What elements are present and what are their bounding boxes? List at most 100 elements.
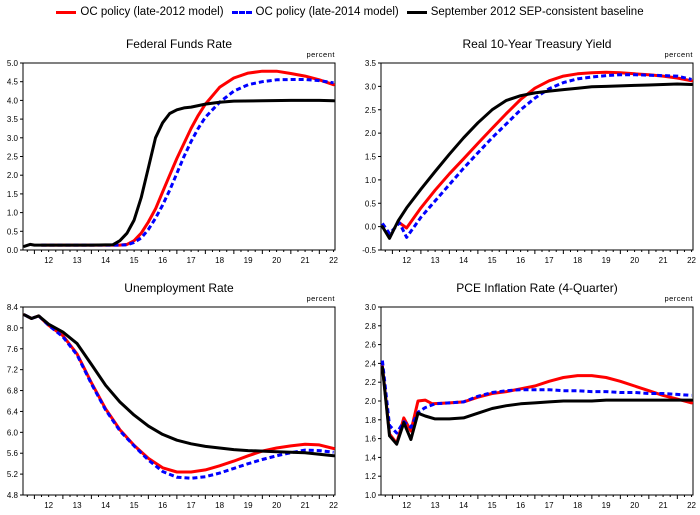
x-tick-label: 12: [402, 501, 411, 510]
y-tick-label: 0.0: [365, 223, 377, 232]
series-line-oc-2014: [380, 360, 692, 435]
x-tick-label: 15: [130, 501, 139, 510]
x-tick-label: 16: [516, 501, 525, 510]
x-tick-label: 21: [659, 256, 668, 265]
x-tick-label: 19: [602, 256, 611, 265]
y-tick-label: 6.8: [7, 387, 19, 396]
y-tick-label: 3.5: [365, 59, 377, 68]
chart-legend: OC policy (late-2012 model) OC policy (l…: [0, 4, 700, 20]
y-tick-label: 0.5: [365, 199, 377, 208]
y-tick-label: 2.6: [365, 341, 377, 350]
x-tick-label: 18: [215, 256, 224, 265]
y-tick-label: 4.5: [7, 78, 19, 87]
legend-label: September 2012 SEP-consistent baseline: [430, 6, 644, 18]
x-tick-label: 21: [659, 501, 668, 510]
x-tick-label: 16: [516, 256, 525, 265]
x-tick-label: 15: [488, 501, 497, 510]
x-tick-label: 20: [272, 501, 281, 510]
legend-item-oc-2014: OC policy (late-2014 model): [231, 6, 399, 18]
y-tick-label: 5.2: [7, 470, 19, 479]
plot-frame: [380, 62, 694, 251]
x-tick-label: 17: [545, 501, 554, 510]
x-tick-label: 17: [187, 501, 196, 510]
series-line-oc-2014: [381, 73, 692, 239]
y-tick-label: 2.0: [365, 397, 377, 406]
y-tick-label: 3.0: [7, 134, 19, 143]
y-tick-label: 1.0: [365, 176, 377, 185]
series-line-baseline: [22, 98, 336, 248]
x-tick-label: 13: [431, 256, 440, 265]
y-tick-label: 5.6: [7, 449, 19, 458]
x-tick-label: 16: [158, 501, 167, 510]
chart-real-10yr-treasury-yield: Real 10-Year Treasury Yield percent -0.5 0.…: [362, 37, 696, 265]
x-tick-label: 13: [431, 501, 440, 510]
chart-federal-funds-rate: Federal Funds Rate percent 0.0 0.5 1.0 1.5 2.0…: [7, 37, 339, 265]
y-tick-label: 0.5: [7, 227, 19, 236]
x-tick-label: 17: [187, 256, 196, 265]
y-tick-label: 2.4: [365, 359, 377, 368]
x-tick-label: 14: [101, 256, 110, 265]
y-tick-label: 8.0: [7, 324, 19, 333]
y-tick-label: 4.8: [7, 491, 19, 500]
y-tick-label: 1.4: [365, 453, 377, 462]
legend-swatch-black: [406, 10, 427, 14]
x-tick-label: 19: [244, 256, 253, 265]
y-tick-label: 7.2: [7, 366, 19, 375]
legend-label: OC policy (late-2012 model): [80, 6, 224, 18]
x-tick-label: 18: [573, 256, 582, 265]
plot-frame: [22, 306, 336, 496]
chart-title: PCE Inflation Rate (4-Quarter): [456, 281, 617, 295]
x-tick-label: 19: [244, 501, 253, 510]
x-tick-label: 14: [101, 501, 110, 510]
x-tick-label: 12: [44, 256, 53, 265]
chart-pce-inflation-rate: PCE Inflation Rate (4-Quarter) percent 1.0…: [365, 281, 697, 510]
x-tick-label: 18: [215, 501, 224, 510]
x-tick-label: 15: [488, 256, 497, 265]
series-line-oc-2012: [380, 364, 694, 445]
y-tick-label: 1.8: [365, 416, 377, 425]
series-line-oc-2012: [398, 70, 694, 230]
y-tick-label: 6.0: [7, 428, 19, 437]
x-tick-label: 12: [402, 256, 411, 265]
x-tick-label: 19: [602, 501, 611, 510]
chart-unemployment-rate: Unemployment Rate percent 4.8 5.2 5.6 6.0 6.4 6…: [7, 281, 339, 510]
y-tick-label: 3.0: [365, 82, 377, 91]
x-tick-label: 12: [44, 501, 53, 510]
unit-label: percent: [664, 294, 693, 303]
x-tick-label: 21: [301, 256, 310, 265]
y-tick-label: 2.0: [7, 171, 19, 180]
x-tick-label: 15: [130, 256, 139, 265]
legend-label: OC policy (late-2014 model): [255, 6, 399, 18]
y-tick-label: 3.0: [365, 303, 377, 312]
series-line-oc-2014: [23, 313, 334, 480]
x-tick-label: 20: [630, 256, 639, 265]
x-tick-label: 22: [687, 501, 696, 510]
series-line-baseline: [380, 365, 694, 446]
chart-title: Unemployment Rate: [124, 281, 234, 295]
x-tick-label: 20: [630, 501, 639, 510]
y-tick-label: 2.8: [365, 322, 377, 331]
x-tick-label: 14: [459, 256, 468, 265]
x-tick-label: 13: [73, 501, 82, 510]
x-tick-label: 14: [459, 501, 468, 510]
x-tick-label: 17: [545, 256, 554, 265]
series-line-baseline: [22, 313, 336, 458]
y-tick-label: 1.2: [365, 472, 377, 481]
unit-label: percent: [306, 50, 335, 59]
series-line-oc-2014: [41, 78, 334, 247]
series-line-oc-2012: [40, 69, 336, 247]
y-tick-label: 1.5: [365, 153, 377, 162]
series-line-baseline: [380, 82, 694, 240]
unit-label: percent: [664, 50, 693, 59]
y-tick-label: 1.6: [365, 435, 377, 444]
y-tick-label: 2.5: [7, 153, 19, 162]
legend-swatch-blue-dashed: [231, 10, 252, 14]
y-tick-label: 3.5: [7, 115, 19, 124]
y-tick-label: 7.6: [7, 345, 19, 354]
legend-item-oc-2012: OC policy (late-2012 model): [56, 6, 224, 18]
y-tick-label: 8.4: [7, 303, 19, 312]
chart-title: Federal Funds Rate: [126, 37, 232, 51]
x-tick-label: 20: [272, 256, 281, 265]
unit-label: percent: [306, 294, 335, 303]
y-tick-label: 1.0: [365, 491, 377, 500]
